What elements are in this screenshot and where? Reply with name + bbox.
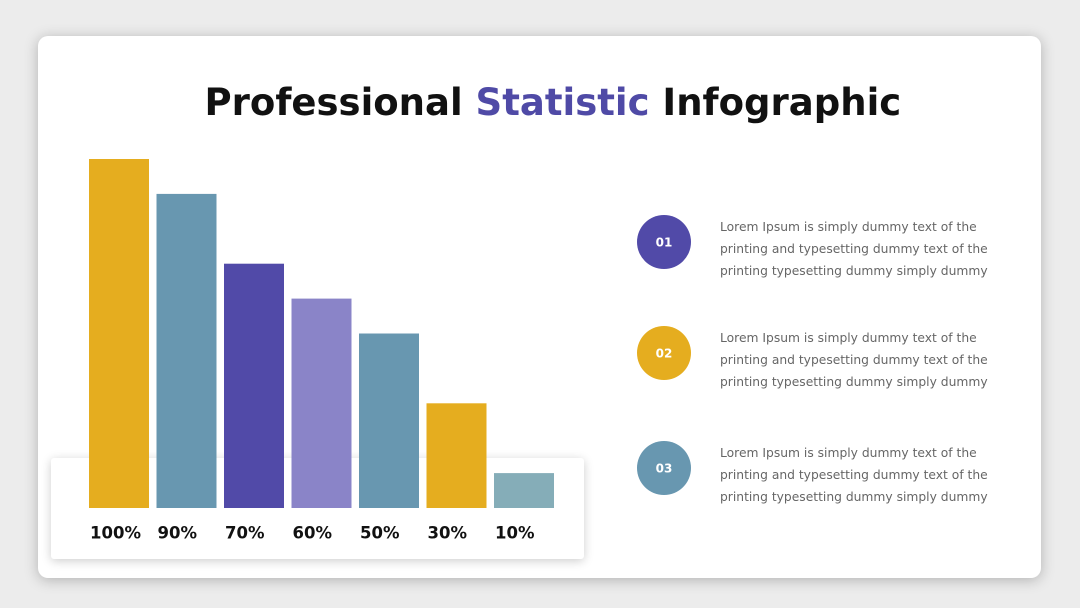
- value-label: 60%: [293, 524, 333, 543]
- number-badge: [637, 326, 691, 380]
- title-part: Professional: [205, 81, 476, 124]
- title-part: Statistic: [476, 81, 650, 124]
- value-label: 90%: [158, 524, 198, 543]
- bar: [426, 403, 487, 508]
- number-badge: [637, 215, 691, 269]
- item-text: Lorem Ipsum is simply dummy text of the …: [720, 446, 988, 504]
- badge-number: 02: [656, 347, 673, 361]
- number-badge: [637, 441, 691, 495]
- bar: [359, 333, 419, 508]
- value-label: 30%: [428, 524, 468, 543]
- title-part: Infographic: [650, 81, 902, 124]
- item-text: Lorem Ipsum is simply dummy text of the …: [720, 220, 988, 278]
- bar: [156, 193, 217, 508]
- bar: [494, 473, 554, 508]
- item-text: Lorem Ipsum is simply dummy text of the …: [720, 331, 988, 389]
- bar: [89, 159, 149, 508]
- value-label: 70%: [225, 524, 265, 543]
- value-label: 100%: [90, 524, 141, 543]
- bar: [291, 298, 352, 508]
- value-label: 50%: [360, 524, 400, 543]
- title: Professional Statistic Infographic: [114, 81, 965, 124]
- value-label: 10%: [495, 524, 535, 543]
- badge-number: 01: [656, 236, 673, 250]
- bar: [224, 263, 284, 508]
- badge-number: 03: [656, 462, 673, 476]
